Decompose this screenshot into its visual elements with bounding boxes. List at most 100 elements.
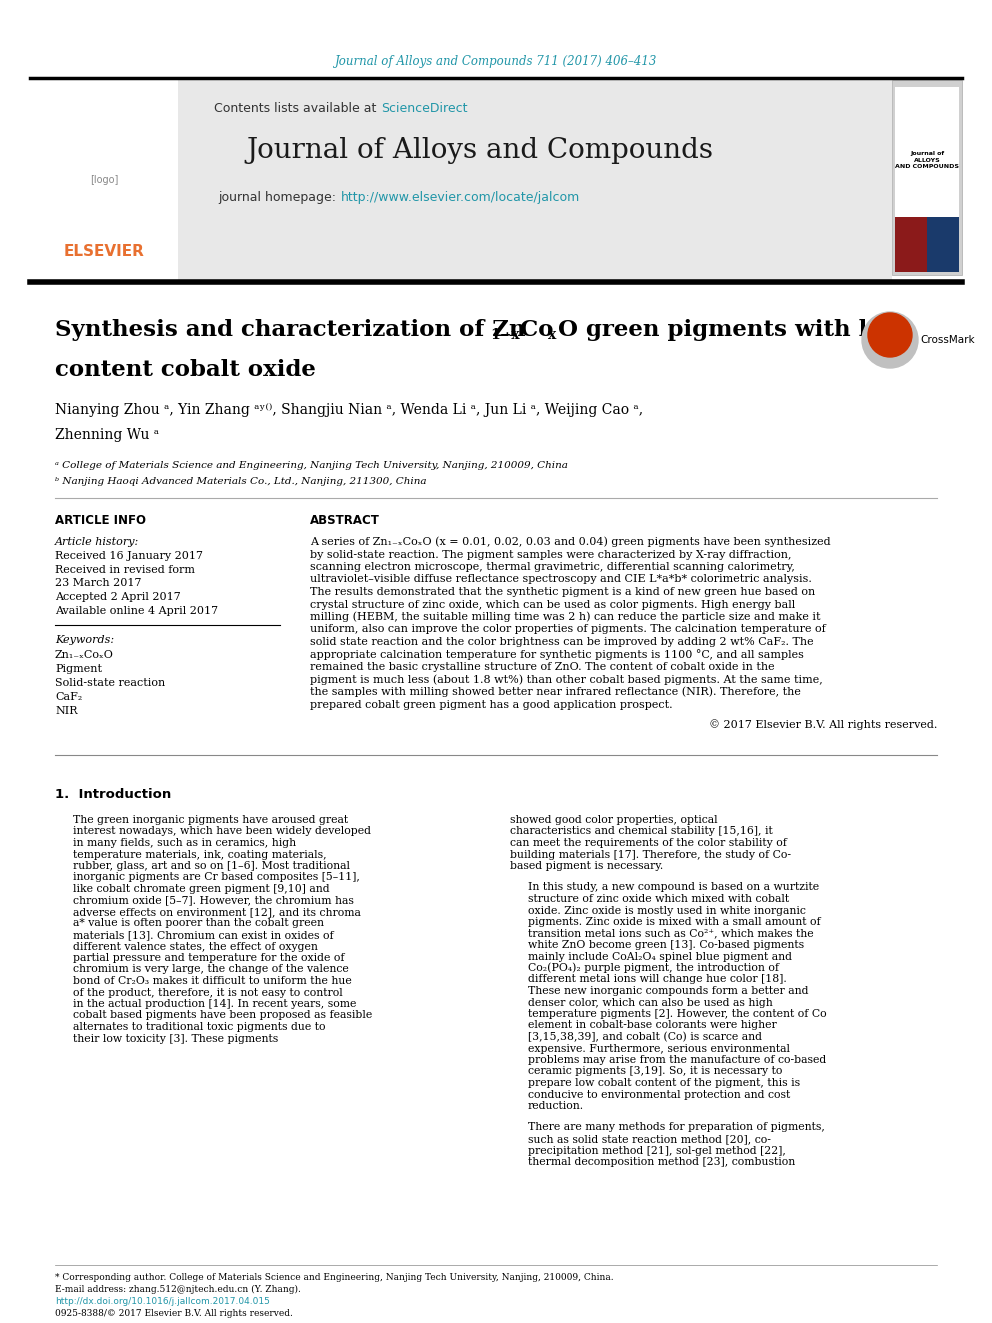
Text: Received in revised form: Received in revised form [55, 565, 195, 576]
Text: ABSTRACT: ABSTRACT [310, 513, 380, 527]
Text: CrossMark: CrossMark [920, 335, 974, 345]
Text: temperature pigments [2]. However, the content of Co: temperature pigments [2]. However, the c… [528, 1009, 826, 1019]
Text: Keywords:: Keywords: [55, 635, 114, 646]
Text: precipitation method [21], sol-gel method [22],: precipitation method [21], sol-gel metho… [528, 1146, 786, 1155]
Text: denser color, which can also be used as high: denser color, which can also be used as … [528, 998, 773, 1008]
Text: mainly include CoAl₂O₄ spinel blue pigment and: mainly include CoAl₂O₄ spinel blue pigme… [528, 951, 792, 962]
Text: bond of Cr₂O₃ makes it difficult to uniform the hue: bond of Cr₂O₃ makes it difficult to unif… [73, 976, 352, 986]
Text: Contents lists available at: Contents lists available at [213, 102, 380, 115]
Text: adverse effects on environment [12], and its chroma: adverse effects on environment [12], and… [73, 908, 361, 917]
Text: Co: Co [520, 319, 554, 341]
Text: 0925-8388/© 2017 Elsevier B.V. All rights reserved.: 0925-8388/© 2017 Elsevier B.V. All right… [55, 1308, 293, 1318]
Text: problems may arise from the manufacture of co-based: problems may arise from the manufacture … [528, 1054, 826, 1065]
Circle shape [868, 314, 912, 357]
Text: Journal of Alloys and Compounds 711 (2017) 406–413: Journal of Alloys and Compounds 711 (201… [335, 56, 657, 69]
Text: uniform, also can improve the color properties of pigments. The calcination temp: uniform, also can improve the color prop… [310, 624, 825, 635]
Text: based pigment is necessary.: based pigment is necessary. [510, 861, 664, 871]
Text: expensive. Furthermore, serious environmental: expensive. Furthermore, serious environm… [528, 1044, 790, 1053]
Text: There are many methods for preparation of pigments,: There are many methods for preparation o… [528, 1122, 825, 1132]
Text: showed good color properties, optical: showed good color properties, optical [510, 815, 717, 826]
Text: Synthesis and characterization of Zn: Synthesis and characterization of Zn [55, 319, 526, 341]
Text: These new inorganic compounds form a better and: These new inorganic compounds form a bet… [528, 986, 808, 996]
Text: © 2017 Elsevier B.V. All rights reserved.: © 2017 Elsevier B.V. All rights reserved… [708, 720, 937, 730]
Text: Journal of Alloys and Compounds: Journal of Alloys and Compounds [246, 136, 713, 164]
Text: chromium is very large, the change of the valence: chromium is very large, the change of th… [73, 964, 349, 975]
Text: http://dx.doi.org/10.1016/j.jallcom.2017.04.015: http://dx.doi.org/10.1016/j.jallcom.2017… [55, 1297, 270, 1306]
Circle shape [862, 312, 918, 368]
Text: transition metal ions such as Co²⁺, which makes the: transition metal ions such as Co²⁺, whic… [528, 929, 813, 938]
Text: Nianying Zhou ᵃ, Yin Zhang ᵃʸ⁽⁾, Shangjiu Nian ᵃ, Wenda Li ᵃ, Jun Li ᵃ, Weijing : Nianying Zhou ᵃ, Yin Zhang ᵃʸ⁽⁾, Shangji… [55, 404, 643, 417]
Text: a* value is often poorer than the cobalt green: a* value is often poorer than the cobalt… [73, 918, 324, 929]
Text: http://www.elsevier.com/locate/jalcom: http://www.elsevier.com/locate/jalcom [341, 192, 580, 205]
Text: x: x [548, 328, 557, 343]
Text: The green inorganic pigments have aroused great: The green inorganic pigments have arouse… [73, 815, 348, 826]
Text: ᵃ College of Materials Science and Engineering, Nanjing Tech University, Nanjing: ᵃ College of Materials Science and Engin… [55, 460, 567, 470]
Text: building materials [17]. Therefore, the study of Co-: building materials [17]. Therefore, the … [510, 849, 791, 860]
Text: ᵇ Nanjing Haoqi Advanced Materials Co., Ltd., Nanjing, 211300, China: ᵇ Nanjing Haoqi Advanced Materials Co., … [55, 478, 427, 487]
Text: Journal of
ALLOYS
AND COMPOUNDS: Journal of ALLOYS AND COMPOUNDS [895, 151, 959, 169]
Text: prepared cobalt green pigment has a good application prospect.: prepared cobalt green pigment has a good… [310, 700, 673, 709]
Text: Article history:: Article history: [55, 537, 139, 546]
Text: content cobalt oxide: content cobalt oxide [55, 359, 315, 381]
Text: In this study, a new compound is based on a wurtzite: In this study, a new compound is based o… [528, 882, 819, 893]
Text: Zn₁₋ₓCoₓO: Zn₁₋ₓCoₓO [55, 650, 114, 660]
Text: Zhenning Wu ᵃ: Zhenning Wu ᵃ [55, 429, 159, 442]
Bar [895, 217, 927, 273]
Text: interest nowadays, which have been widely developed: interest nowadays, which have been widel… [73, 827, 371, 836]
Text: appropriate calcination temperature for synthetic pigments is 1100 °C, and all s: appropriate calcination temperature for … [310, 650, 804, 660]
Text: ARTICLE INFO: ARTICLE INFO [55, 513, 146, 527]
Text: Available online 4 April 2017: Available online 4 April 2017 [55, 606, 218, 617]
Bar [30, 79, 892, 280]
Text: A series of Zn₁₋ₓCoₓO (x = 0.01, 0.02, 0.03 and 0.04) green pigments have been s: A series of Zn₁₋ₓCoₓO (x = 0.01, 0.02, 0… [310, 537, 830, 548]
Text: scanning electron microscope, thermal gravimetric, differential scanning calorim: scanning electron microscope, thermal gr… [310, 562, 795, 572]
Text: journal homepage:: journal homepage: [218, 192, 340, 205]
Text: of the product, therefore, it is not easy to control: of the product, therefore, it is not eas… [73, 987, 343, 998]
Text: temperature materials, ink, coating materials,: temperature materials, ink, coating mate… [73, 849, 326, 860]
Text: Co₂(PO₄)₂ purple pigment, the introduction of: Co₂(PO₄)₂ purple pigment, the introducti… [528, 963, 779, 974]
Text: can meet the requirements of the color stability of: can meet the requirements of the color s… [510, 837, 787, 848]
Text: conducive to environmental protection and cost: conducive to environmental protection an… [528, 1090, 791, 1099]
Text: by solid-state reaction. The pigment samples were characterized by X-ray diffrac: by solid-state reaction. The pigment sam… [310, 549, 792, 560]
Text: Accepted 2 April 2017: Accepted 2 April 2017 [55, 591, 181, 602]
Text: 1.  Introduction: 1. Introduction [55, 789, 172, 802]
Text: their low toxicity [3]. These pigments: their low toxicity [3]. These pigments [73, 1033, 278, 1044]
Text: E-mail address: zhang.512@njtech.edu.cn (Y. Zhang).: E-mail address: zhang.512@njtech.edu.cn … [55, 1285, 301, 1294]
Text: in the actual production [14]. In recent years, some: in the actual production [14]. In recent… [73, 999, 356, 1009]
Text: * Corresponding author. College of Materials Science and Engineering, Nanjing Te: * Corresponding author. College of Mater… [55, 1273, 614, 1282]
Text: ultraviolet–visible diffuse reflectance spectroscopy and CIE L*a*b* colorimetric: ultraviolet–visible diffuse reflectance … [310, 574, 811, 585]
Text: chromium oxide [5–7]. However, the chromium has: chromium oxide [5–7]. However, the chrom… [73, 896, 354, 905]
Text: element in cobalt-base colorants were higher: element in cobalt-base colorants were hi… [528, 1020, 777, 1031]
Text: remained the basic crystalline structure of ZnO. The content of cobalt oxide in : remained the basic crystalline structure… [310, 662, 775, 672]
Text: 23 March 2017: 23 March 2017 [55, 578, 142, 587]
Text: characteristics and chemical stability [15,16], it: characteristics and chemical stability [… [510, 827, 773, 836]
Text: The results demonstrated that the synthetic pigment is a kind of new green hue b: The results demonstrated that the synthe… [310, 587, 815, 597]
Text: materials [13]. Chromium can exist in oxides of: materials [13]. Chromium can exist in ox… [73, 930, 333, 941]
Text: [logo]: [logo] [90, 175, 118, 185]
Text: alternates to traditional toxic pigments due to: alternates to traditional toxic pigments… [73, 1021, 325, 1032]
Text: reduction.: reduction. [528, 1101, 584, 1111]
Text: oxide. Zinc oxide is mostly used in white inorganic: oxide. Zinc oxide is mostly used in whit… [528, 905, 806, 916]
Text: like cobalt chromate green pigment [9,10] and: like cobalt chromate green pigment [9,10… [73, 884, 329, 894]
Text: structure of zinc oxide which mixed with cobalt: structure of zinc oxide which mixed with… [528, 894, 789, 904]
Bar [30, 79, 178, 280]
Text: pigments. Zinc oxide is mixed with a small amount of: pigments. Zinc oxide is mixed with a sma… [528, 917, 820, 927]
Text: NIR: NIR [55, 706, 77, 716]
Text: solid state reaction and the color brightness can be improved by adding 2 wt% Ca: solid state reaction and the color brigh… [310, 636, 813, 647]
Text: such as solid state reaction method [20], co-: such as solid state reaction method [20]… [528, 1134, 771, 1144]
Text: different valence states, the effect of oxygen: different valence states, the effect of … [73, 942, 317, 951]
Text: CaF₂: CaF₂ [55, 692, 82, 703]
Text: milling (HEBM, the suitable milling time was 2 h) can reduce the particle size a: milling (HEBM, the suitable milling time… [310, 611, 820, 622]
Text: 1−x: 1−x [490, 328, 520, 343]
Text: Solid-state reaction: Solid-state reaction [55, 677, 166, 688]
Text: ELSEVIER: ELSEVIER [63, 245, 145, 259]
Text: ScienceDirect: ScienceDirect [381, 102, 467, 115]
Text: partial pressure and temperature for the oxide of: partial pressure and temperature for the… [73, 953, 344, 963]
Text: Received 16 January 2017: Received 16 January 2017 [55, 550, 203, 561]
Bar [927, 217, 959, 273]
Text: crystal structure of zinc oxide, which can be used as color pigments. High energ: crystal structure of zinc oxide, which c… [310, 599, 796, 610]
Text: white ZnO become green [13]. Co-based pigments: white ZnO become green [13]. Co-based pi… [528, 941, 805, 950]
Text: the samples with milling showed better near infrared reflectance (NIR). Therefor: the samples with milling showed better n… [310, 687, 801, 697]
Text: different metal ions will change hue color [18].: different metal ions will change hue col… [528, 975, 787, 984]
Text: inorganic pigments are Cr based composites [5–11],: inorganic pigments are Cr based composit… [73, 872, 360, 882]
Text: prepare low cobalt content of the pigment, this is: prepare low cobalt content of the pigmen… [528, 1078, 801, 1088]
